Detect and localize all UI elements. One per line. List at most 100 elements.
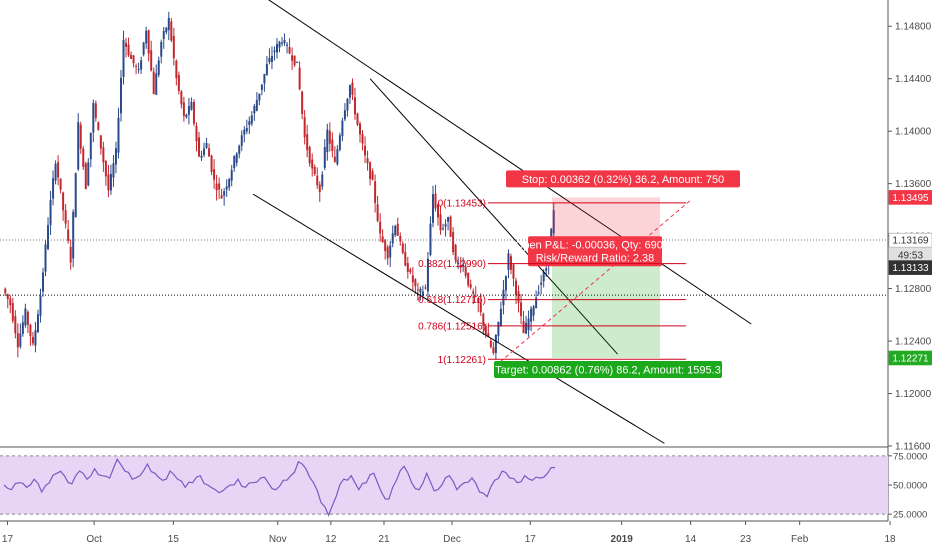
time-tick-label: 17 xyxy=(525,534,537,545)
candle-body xyxy=(142,42,145,55)
candle-body xyxy=(469,284,472,288)
candle-body xyxy=(504,276,507,291)
candle-body xyxy=(44,244,47,272)
stop-label: Stop: 0.00362 (0.32%) 36.2, Amount: 750 xyxy=(506,170,740,188)
price-tag: 49:53 xyxy=(888,247,932,263)
candle-body xyxy=(114,148,117,165)
candle-body xyxy=(9,298,12,306)
price-axis[interactable]: 1.116001.120001.124001.128001.132001.136… xyxy=(887,0,932,521)
candle-body xyxy=(34,330,37,346)
candle-body xyxy=(218,183,221,190)
candle-body xyxy=(278,41,281,48)
candle-body xyxy=(84,163,87,190)
candle-body xyxy=(462,264,465,267)
candle-body xyxy=(333,156,336,162)
candle-body xyxy=(145,30,148,44)
candle-body xyxy=(394,225,397,236)
candle-body xyxy=(255,100,258,111)
time-tick-label: 12 xyxy=(325,534,337,545)
candle-body xyxy=(343,110,346,120)
candle-body xyxy=(39,295,42,316)
candle-body xyxy=(162,31,165,39)
candle-body xyxy=(414,279,417,287)
candles xyxy=(4,11,555,360)
candle-body xyxy=(434,193,437,209)
candle-body xyxy=(502,289,505,306)
candle-body xyxy=(11,303,14,321)
candle-body xyxy=(92,103,95,133)
candle-body xyxy=(137,68,140,70)
candle-body xyxy=(527,318,530,331)
candle-body xyxy=(109,173,112,191)
candle-body xyxy=(79,124,82,149)
candle-body xyxy=(52,178,55,199)
candle-body xyxy=(396,223,399,236)
candle-body xyxy=(291,55,294,61)
candle-body xyxy=(21,322,24,334)
candle-body xyxy=(152,71,155,95)
candle-body xyxy=(99,135,102,149)
candle-body xyxy=(270,55,273,62)
candle-body xyxy=(117,117,120,153)
candle-body xyxy=(399,236,402,242)
time-tick-label: 15 xyxy=(168,534,180,545)
price-tick-label: 1.12000 xyxy=(895,389,932,400)
candle-body xyxy=(457,262,460,265)
candle-body xyxy=(331,139,334,152)
candle-body xyxy=(273,50,276,53)
time-axis[interactable]: 17 Oct 15 Nov 12 21 Dec 17 2019 14 23 Feb 18 xyxy=(2,521,896,545)
candle-body xyxy=(210,155,213,172)
candle-body xyxy=(489,340,492,347)
rr-label-text: Risk/Reward Ratio: 2.38 xyxy=(536,252,655,264)
candle-body xyxy=(107,174,110,191)
fib-level-label: 0.382(1.12990) xyxy=(418,259,486,270)
rsi-pane[interactable] xyxy=(0,455,888,522)
price-tag: 1.13133 xyxy=(888,260,932,275)
candle-body xyxy=(69,246,72,263)
candle-body xyxy=(306,134,309,151)
pnl-label-bg xyxy=(528,236,662,267)
candle-body xyxy=(356,113,359,125)
candle-body xyxy=(41,272,44,292)
candle-body xyxy=(532,306,535,316)
candle-body xyxy=(4,288,7,294)
price-tag-label: 1.13169 xyxy=(892,236,929,247)
candle-body xyxy=(228,179,231,188)
candle-body xyxy=(155,73,158,95)
channel-lower-trendline xyxy=(252,193,665,444)
price-tick-label: 1.14400 xyxy=(895,74,932,85)
candle-body xyxy=(459,264,462,268)
price-tick-label: 1.11600 xyxy=(895,442,931,453)
candle-body xyxy=(449,216,452,237)
candle-body xyxy=(6,294,9,300)
candle-body xyxy=(535,297,538,309)
fib-level-label: 0(1.13453) xyxy=(438,198,486,209)
time-tick-label: Nov xyxy=(269,534,287,545)
annotation-layer: Stop: 0.00362 (0.32%) 36.2, Amount: 750 T… xyxy=(0,0,888,444)
candle-body xyxy=(72,211,75,259)
price-tick-label: 1.14000 xyxy=(895,127,932,138)
candle-body xyxy=(296,61,299,63)
candle-body xyxy=(424,287,427,289)
candle-body xyxy=(47,225,50,249)
candle-body xyxy=(150,50,153,71)
rsi-axis[interactable]: 75.0000 50.0000 25.0000 xyxy=(888,451,927,521)
price-tick-label: 1.12800 xyxy=(895,284,932,295)
candle-body xyxy=(82,148,85,167)
rsi-line xyxy=(3,458,556,517)
candle-body xyxy=(233,156,236,169)
candle-body xyxy=(472,291,475,294)
candle-body xyxy=(94,103,97,118)
candle-body xyxy=(447,216,450,222)
pnl-label-text: Open P&L: -0.00036, Qty: 69060 xyxy=(515,239,675,251)
candle-body xyxy=(341,120,344,137)
candle-body xyxy=(59,178,62,190)
candle-body xyxy=(14,316,17,334)
candle-body xyxy=(250,115,253,124)
candle-body xyxy=(487,333,490,337)
target-label-bg xyxy=(494,360,722,378)
price-pane[interactable] xyxy=(0,11,888,448)
candle-body xyxy=(409,269,412,273)
candle-body xyxy=(64,210,67,224)
